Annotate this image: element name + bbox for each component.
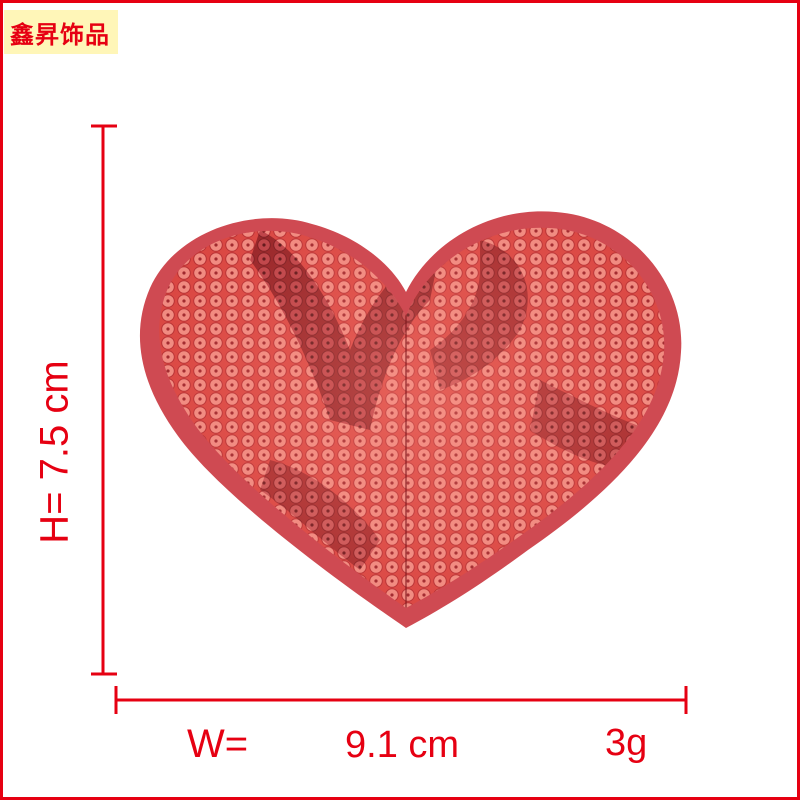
width-value: 9.1 cm — [345, 724, 460, 766]
height-dimension-line — [91, 124, 117, 676]
sequin-field — [159, 227, 665, 608]
weight-label: 3g — [605, 722, 648, 764]
width-label: W= — [187, 722, 249, 766]
height-label: H= 7.5 cm — [32, 360, 77, 544]
brand-watermark: 鑫昇饰品 — [4, 10, 118, 54]
width-dimension-line — [114, 686, 688, 714]
